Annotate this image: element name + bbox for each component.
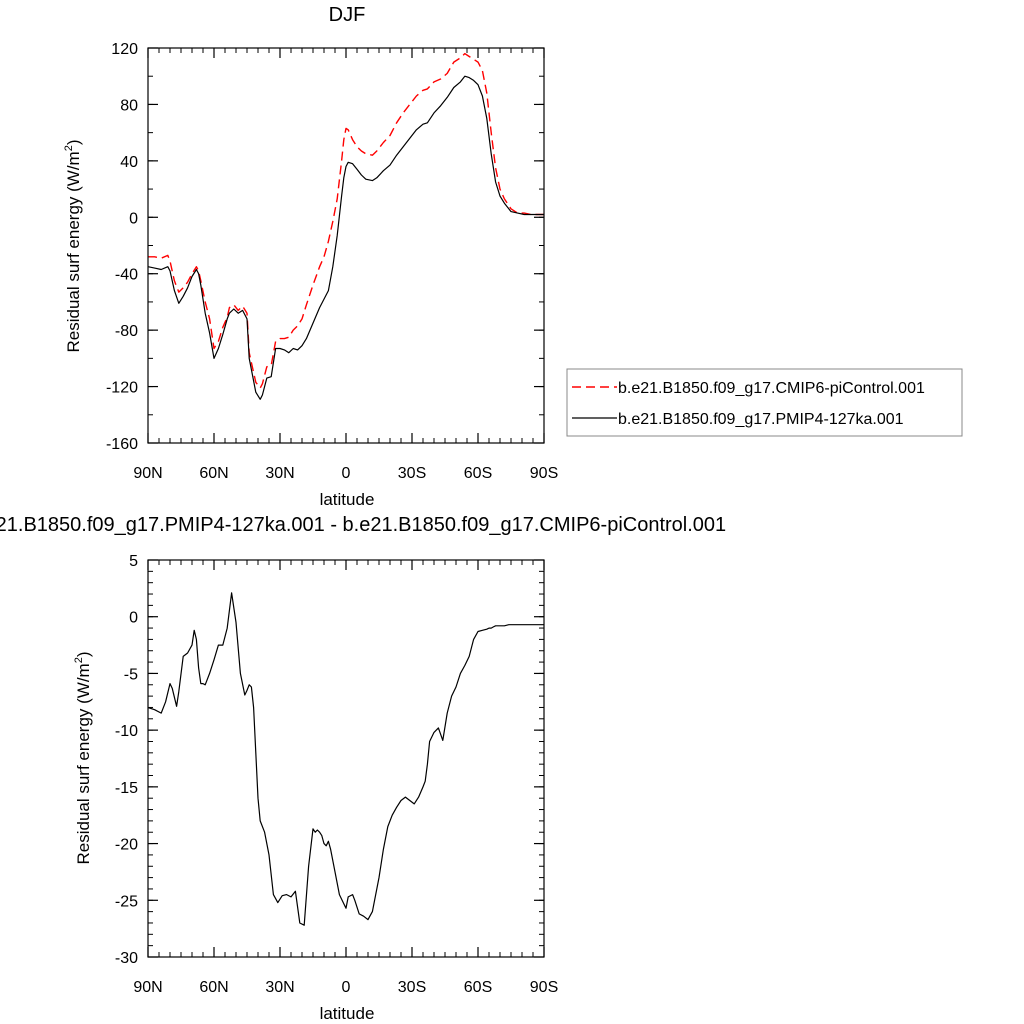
top-y-tick-label: 0 — [129, 210, 138, 227]
top-x-tick-label: 90S — [530, 465, 558, 482]
top-chart-y-axis-label-close: ) — [64, 139, 83, 145]
bottom-y-tick-label: -25 — [115, 893, 138, 910]
bottom-chart-title: b.e21.B1850.f09_g17.PMIP4-127ka.001 - b.… — [0, 514, 726, 536]
top-chart-x-axis-label: latitude — [320, 490, 375, 509]
top-x-tick-label: 30S — [398, 465, 426, 482]
top-chart: DJF 90N 60N 30N 0 30S 60S 90S -160 -120 -80 -40 0 40… — [63, 4, 963, 509]
bottom-chart-frame — [147, 559, 545, 958]
top-series-line-0 — [148, 52, 544, 389]
bottom-x-tick-label: 0 — [342, 979, 351, 996]
bottom-x-tick-label: 60S — [464, 979, 492, 996]
top-y-tick-label: -80 — [115, 323, 138, 340]
bottom-x-tick-label: 90N — [133, 979, 162, 996]
top-chart-frame — [147, 47, 545, 444]
bottom-y-tick-label: -5 — [124, 666, 138, 683]
bottom-y-tick-label: -30 — [115, 950, 138, 967]
top-chart-y-axis-label: Residual surf energy (W/m2) — [63, 139, 83, 352]
top-x-tick-label: 60N — [199, 465, 228, 482]
bottom-x-tick-label: 90S — [530, 979, 558, 996]
top-y-tick-label: 120 — [111, 41, 138, 58]
legend-label-picontrol: b.e21.B1850.f09_g17.CMIP6-piControl.001 — [618, 380, 925, 397]
top-y-tick-label: 80 — [120, 97, 138, 114]
bottom-chart-y-axis-label-main: Residual surf energy (W/m — [74, 663, 93, 864]
bottom-series-line-0 — [147, 592, 544, 926]
bottom-chart-x-axis-label: latitude — [320, 1004, 375, 1023]
top-chart-axes: 90N 60N 30N 0 30S 60S 90S -160 -120 -80 -40 0 40 80 12… — [106, 41, 558, 482]
bottom-y-tick-label: -15 — [115, 780, 138, 797]
top-chart-series-group — [147, 52, 544, 400]
top-x-tick-label: 0 — [342, 465, 351, 482]
bottom-chart-axes: 90N 60N 30N 0 30S 60S 90S -30 -25 -20 -15 -10 -5 0 5 — [115, 553, 558, 996]
bottom-chart-y-axis-label: Residual surf energy (W/m2) — [73, 651, 93, 864]
bottom-chart: b.e21.B1850.f09_g17.PMIP4-127ka.001 - b.… — [0, 514, 726, 1023]
bottom-y-tick-label: -20 — [115, 837, 138, 854]
top-y-tick-label: -120 — [106, 380, 138, 397]
top-y-tick-label: -40 — [115, 267, 138, 284]
top-y-tick-label: -160 — [106, 436, 138, 453]
top-chart-y-axis-label-sup: 2 — [63, 145, 75, 151]
top-chart-y-axis-label-main: Residual surf energy (W/m — [64, 151, 83, 352]
top-x-tick-label: 30N — [265, 465, 294, 482]
bottom-y-tick-label: 5 — [129, 553, 138, 570]
bottom-chart-y-axis-label-sup: 2 — [73, 657, 85, 663]
top-x-tick-label: 90N — [133, 465, 162, 482]
top-y-tick-label: 40 — [120, 154, 138, 171]
bottom-y-tick-label: -10 — [115, 723, 138, 740]
bottom-x-tick-label: 60N — [199, 979, 228, 996]
bottom-chart-y-axis-label-close: ) — [74, 651, 93, 657]
bottom-y-tick-label: 0 — [129, 610, 138, 627]
legend-label-127ka: b.e21.B1850.f09_g17.PMIP4-127ka.001 — [618, 411, 904, 428]
bottom-chart-series-group — [147, 592, 544, 926]
legend-box — [566, 368, 963, 437]
bottom-x-tick-label: 30N — [265, 979, 294, 996]
top-x-tick-label: 60S — [464, 465, 492, 482]
bottom-x-tick-label: 30S — [398, 979, 426, 996]
top-chart-title: DJF — [329, 4, 366, 26]
top-series-line-1 — [147, 75, 544, 400]
legend: b.e21.B1850.f09_g17.CMIP6-piControl.001 … — [566, 368, 963, 437]
